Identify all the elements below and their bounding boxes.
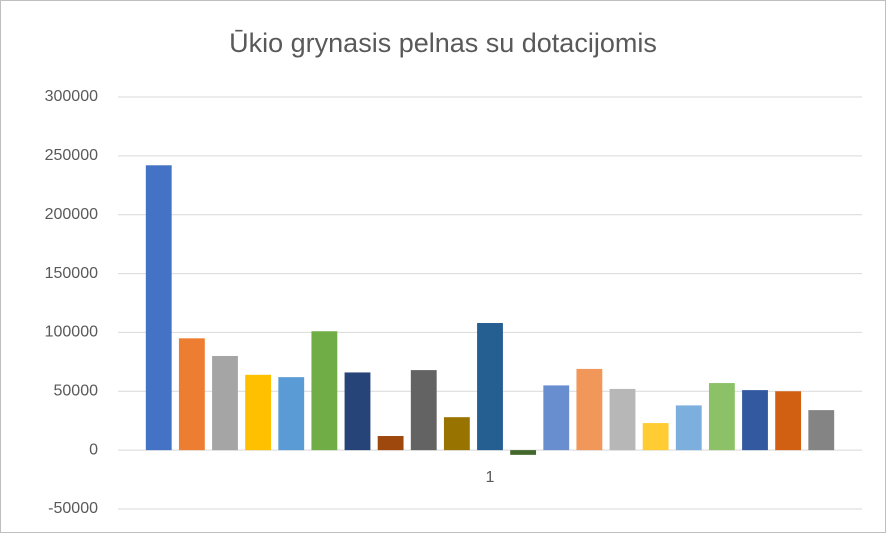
bar [642, 423, 669, 451]
bar [543, 385, 570, 451]
bar [808, 410, 835, 451]
bar [410, 370, 437, 451]
y-tick-label: 300000 [45, 88, 98, 105]
y-tick-label: 0 [89, 441, 98, 458]
bar [443, 417, 470, 451]
y-tick-label: 50000 [54, 383, 99, 400]
bar [742, 390, 768, 451]
y-tick-label: 100000 [45, 324, 98, 341]
bar [145, 165, 172, 451]
bar [311, 331, 338, 451]
bar [178, 338, 205, 451]
bar [576, 368, 603, 451]
y-tick-label: 150000 [45, 265, 98, 282]
y-tick-label: 200000 [45, 206, 98, 223]
bar [477, 323, 503, 451]
bar [708, 383, 735, 451]
bar [675, 405, 702, 451]
bar [278, 377, 305, 451]
bar [510, 450, 537, 455]
bar [377, 436, 404, 451]
chart-title: Ūkio grynasis pelnas su dotacijomis [229, 28, 657, 58]
y-tick-label: -50000 [48, 500, 98, 517]
y-tick-label: 250000 [45, 147, 98, 164]
bar [344, 372, 371, 451]
x-tick-label: 1 [486, 469, 495, 486]
bar [245, 374, 272, 451]
bar [775, 391, 802, 451]
bar [609, 388, 636, 451]
bar [212, 355, 238, 451]
